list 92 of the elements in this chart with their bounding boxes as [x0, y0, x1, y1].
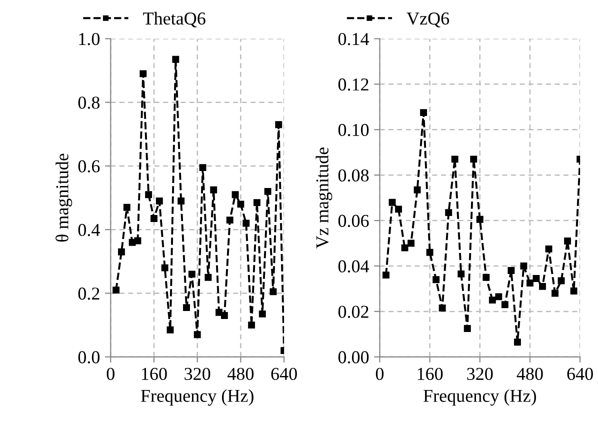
- point: [395, 206, 402, 213]
- point: [476, 216, 484, 223]
- point: [514, 338, 521, 346]
- y-tick-label: 0.8: [78, 96, 100, 109]
- x-tick-label: 160: [142, 368, 167, 380]
- point: [166, 326, 174, 334]
- point: [248, 322, 256, 329]
- point: [237, 200, 244, 208]
- point: [564, 238, 572, 244]
- x-tick-label: 0: [106, 368, 114, 380]
- point: [552, 290, 558, 297]
- point: [488, 296, 496, 304]
- x-tick-label: 480: [516, 368, 543, 380]
- point: [570, 288, 578, 294]
- y-tick-label: 0.0: [78, 351, 100, 364]
- point: [134, 237, 142, 244]
- point: [482, 274, 490, 281]
- point: [558, 277, 565, 284]
- point: [539, 282, 546, 290]
- y-tick-label: 0.4: [78, 224, 100, 236]
- point: [451, 156, 458, 163]
- point: [199, 164, 206, 172]
- point: [264, 188, 272, 195]
- y-tick-label: 0.14: [338, 32, 370, 46]
- point: [458, 270, 465, 278]
- point: [426, 248, 434, 256]
- point: [140, 70, 147, 78]
- point: [420, 109, 428, 116]
- point: [520, 262, 528, 270]
- point: [401, 244, 408, 252]
- point: [495, 293, 502, 300]
- point: [432, 276, 440, 284]
- point: [414, 186, 421, 194]
- point: [464, 325, 471, 332]
- point: [526, 280, 534, 287]
- x-tick-label: 640: [271, 368, 297, 380]
- point: [532, 275, 540, 282]
- x-tick-label: 160: [418, 368, 443, 380]
- point: [123, 204, 130, 211]
- point: [220, 312, 228, 320]
- x-tick-label: 640: [567, 368, 593, 380]
- point: [178, 198, 185, 204]
- point: [445, 209, 452, 216]
- point: [470, 156, 478, 163]
- point: [408, 240, 415, 247]
- y-tick-label: 0.10: [338, 124, 369, 136]
- point: [188, 270, 196, 278]
- point: [242, 220, 250, 227]
- point: [545, 245, 552, 252]
- point: [145, 191, 152, 198]
- point: [183, 304, 190, 312]
- point: [194, 331, 201, 338]
- point: [270, 288, 277, 296]
- point: [226, 216, 234, 224]
- y-tick-label: 0.06: [338, 214, 369, 228]
- point: [508, 267, 515, 274]
- x-tick-label: 320: [184, 368, 210, 380]
- point: [501, 301, 508, 308]
- y-tick-label: 1.0: [79, 32, 100, 46]
- x-tick-label: 320: [467, 368, 493, 380]
- point: [172, 56, 180, 63]
- legend-label: ThetaQ6: [143, 12, 206, 28]
- point: [150, 215, 158, 222]
- point: [128, 238, 136, 246]
- point: [216, 308, 222, 316]
- y-tick-label: 0.08: [338, 169, 369, 182]
- legend-label: VzQ6: [406, 12, 450, 28]
- point: [161, 264, 168, 272]
- point: [258, 310, 266, 318]
- point: [118, 248, 125, 256]
- y-axis-title: θ magnitude: [56, 154, 72, 242]
- x-tick-label: 0: [376, 368, 384, 380]
- point: [232, 191, 239, 198]
- point: [275, 121, 282, 128]
- point: [112, 286, 120, 294]
- x-axis-title: Frequency (Hz): [424, 389, 536, 406]
- point: [156, 198, 163, 204]
- y-tick-label: 0.6: [78, 160, 100, 172]
- point: [382, 272, 390, 279]
- x-axis-title: Frequency (Hz): [140, 389, 254, 406]
- y-tick-label: 0.2: [78, 288, 100, 300]
- y-tick-label: 0.02: [338, 306, 368, 318]
- point: [204, 274, 212, 281]
- x-tick-label: 480: [228, 368, 254, 380]
- y-tick-label: 0.00: [338, 351, 369, 364]
- point: [388, 198, 396, 206]
- point: [438, 304, 446, 312]
- point: [210, 186, 218, 194]
- y-tick-label: 0.12: [338, 78, 368, 91]
- y-tick-label: 0.04: [338, 260, 370, 273]
- y-axis-title: Vz magnitude: [316, 148, 332, 248]
- point: [253, 199, 260, 206]
